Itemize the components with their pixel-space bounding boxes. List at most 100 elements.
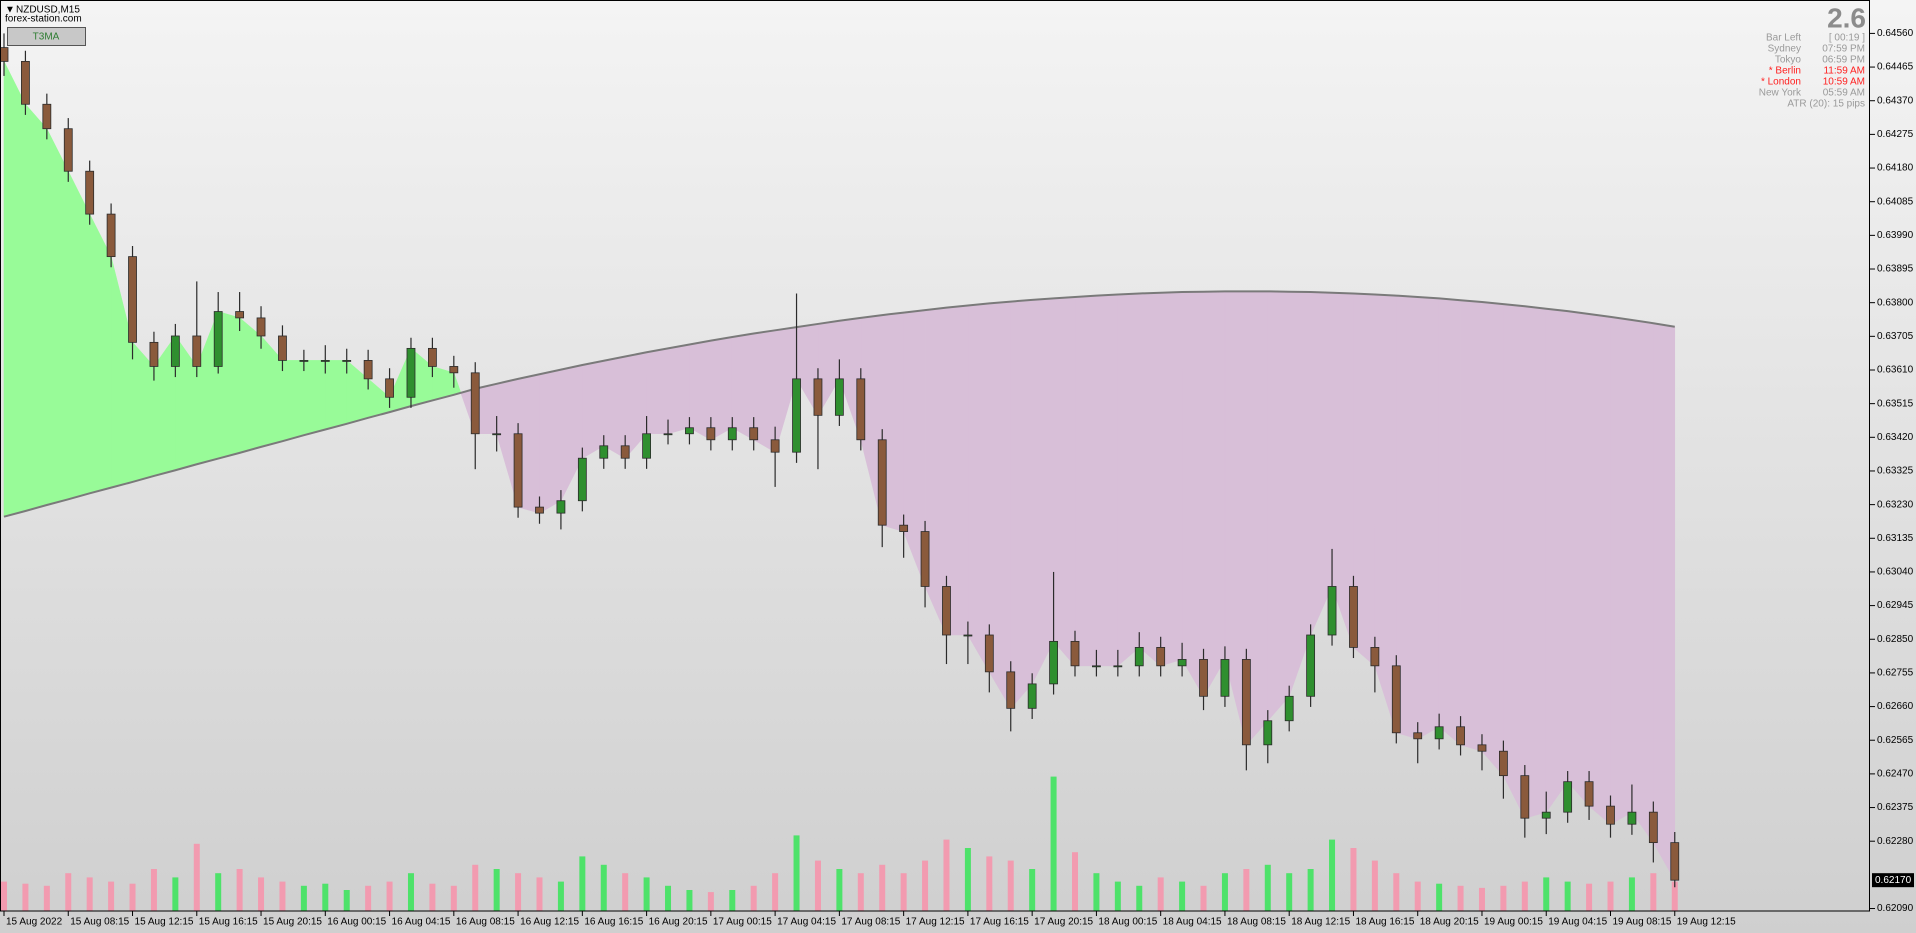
- trend-fill: [25, 103, 48, 512]
- volume-bar: [836, 869, 843, 911]
- candle-body: [792, 378, 801, 453]
- candle-body: [1177, 659, 1187, 667]
- volume-bar: [772, 873, 779, 911]
- volume-bar: [450, 885, 457, 911]
- volume-bar: [1, 881, 7, 911]
- candle-body: [1541, 811, 1551, 819]
- candle-body: [42, 103, 52, 130]
- candle-body: [106, 213, 116, 258]
- candle-body: [1627, 811, 1637, 825]
- trend-fill: [1010, 299, 1033, 710]
- volume-bar: [236, 869, 243, 911]
- volume-bar: [557, 881, 564, 911]
- x-tick-label: 15 Aug 2022: [6, 917, 63, 928]
- candle-body: [1391, 665, 1401, 734]
- y-tick-label: 0.62660: [1877, 701, 1914, 712]
- volume-bar: [279, 881, 286, 911]
- trend-fill: [689, 340, 712, 441]
- x-tick-label: 16 Aug 08:15: [456, 917, 515, 928]
- x-tick-label: 18 Aug 20:15: [1420, 917, 1479, 928]
- volume-bar: [472, 864, 479, 911]
- volume-bar: [1607, 881, 1614, 911]
- candle-body: [749, 427, 759, 441]
- y-tick-label: 0.63135: [1877, 533, 1914, 544]
- candle-body: [1199, 659, 1208, 697]
- candle-body: [1263, 720, 1273, 746]
- trend-fill: [646, 348, 669, 435]
- candle-body: [213, 311, 223, 367]
- candle-body: [813, 378, 823, 416]
- volume-bar: [665, 885, 672, 911]
- x-tick-label: 19 Aug 08:15: [1613, 917, 1672, 928]
- trend-fill: [1588, 313, 1611, 825]
- trend-fill: [1096, 294, 1119, 667]
- volume-bar: [1543, 877, 1550, 911]
- info-label: Tokyo: [1775, 55, 1802, 66]
- x-tick-label: 16 Aug 04:15: [392, 917, 451, 928]
- y-tick-label: 0.62850: [1877, 634, 1914, 645]
- y-tick-label: 0.64180: [1877, 163, 1914, 174]
- volume-bar: [300, 885, 307, 911]
- candle-body: [685, 427, 694, 435]
- y-tick-label: 0.64370: [1877, 95, 1914, 106]
- candle-body: [0, 47, 9, 62]
- candle-body: [599, 445, 609, 459]
- candle-body: [1306, 634, 1316, 697]
- candle-body: [1584, 781, 1594, 807]
- volume-bar: [1564, 881, 1571, 911]
- volume-bar: [600, 864, 607, 911]
- y-tick-label: 0.64465: [1877, 62, 1914, 73]
- candle-body: [1370, 647, 1380, 667]
- volume-bar: [22, 883, 29, 911]
- volume-bar: [65, 873, 72, 911]
- x-tick-label: 18 Aug 08:15: [1227, 917, 1286, 928]
- volume-bar: [407, 873, 414, 911]
- candle-body: [899, 524, 909, 532]
- t3ma-button-label[interactable]: T3MA: [33, 32, 60, 43]
- candle-body: [513, 433, 523, 508]
- candle-body: [535, 506, 544, 514]
- candle-body: [706, 427, 716, 441]
- x-tick-label: 17 Aug 04:15: [777, 917, 836, 928]
- x-tick-label: 19 Aug 04:15: [1548, 917, 1607, 928]
- candle-body: [427, 347, 437, 367]
- trend-fill: [667, 344, 690, 435]
- candle-body: [1456, 726, 1465, 746]
- trend-fill: [1117, 293, 1140, 667]
- y-tick-label: 0.62565: [1877, 735, 1914, 746]
- candle-body: [1113, 665, 1123, 668]
- volume-bar: [1007, 860, 1014, 911]
- candle-body: [1284, 695, 1294, 722]
- x-tick-label: 16 Aug 16:15: [584, 917, 643, 928]
- candle-body: [727, 427, 737, 441]
- candle-body: [63, 128, 73, 172]
- volume-bar: [150, 869, 157, 911]
- candle-body: [834, 378, 844, 416]
- volume-bar: [622, 873, 629, 911]
- volume-bar: [1072, 852, 1078, 911]
- candle-body: [449, 366, 459, 374]
- volume-bar: [793, 835, 800, 911]
- trend-fill: [539, 369, 562, 514]
- volume-bar: [343, 890, 350, 911]
- volume-bar: [1478, 887, 1485, 911]
- trend-fill: [603, 356, 626, 459]
- plot-frame: [0, 0, 1870, 912]
- symbol-arrow: ▼: [5, 5, 15, 16]
- y-tick-label: 0.63895: [1877, 264, 1914, 275]
- info-value: 06:59 PM: [1822, 55, 1865, 66]
- volume-bar: [1521, 881, 1528, 911]
- x-tick-label: 19 Aug 00:15: [1484, 917, 1543, 928]
- candle-body: [1006, 671, 1016, 709]
- candle-body: [320, 360, 330, 362]
- y-tick-label: 0.62280: [1877, 836, 1914, 847]
- volume-bar: [1371, 860, 1378, 911]
- t3ma-button[interactable]: [7, 27, 86, 46]
- info-value: 10:59 AM: [1823, 77, 1865, 88]
- current-price-box: [1872, 873, 1914, 888]
- trend-fill: [324, 360, 348, 430]
- symbol: NZDUSD,M15: [16, 5, 80, 16]
- trend-fill: [1417, 296, 1440, 740]
- volume-bar: [43, 885, 50, 911]
